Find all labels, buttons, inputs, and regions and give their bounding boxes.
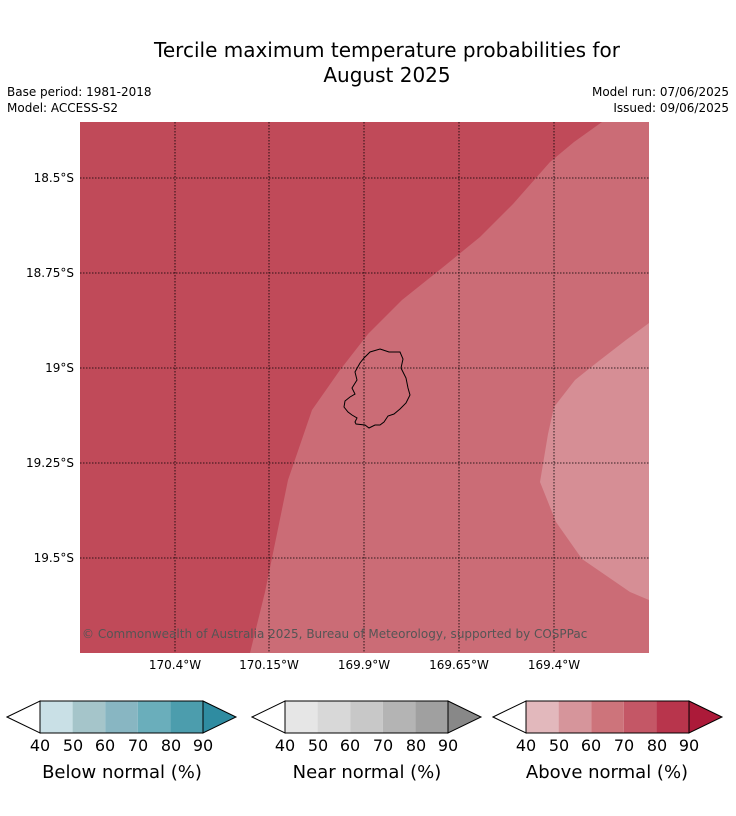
cbar3-bin-80-90: [656, 701, 689, 733]
chart-title: Tercile maximum temperature probabilitie…: [0, 38, 736, 88]
cbar3-high-arrow: [688, 700, 724, 734]
cbar1-tick-90: 90: [192, 736, 214, 755]
near-normal-colorbar: [251, 700, 483, 734]
island-outline: [343, 348, 411, 429]
lat-label-4: 19.25°S: [26, 456, 74, 470]
cbar2-tick-80: 80: [405, 736, 427, 755]
lon-label-4: 169.65°W: [429, 658, 489, 672]
region-50-60: [540, 323, 649, 600]
region-60-70: [250, 122, 649, 653]
issued-text: Issued: 09/06/2025: [613, 101, 729, 115]
cbar2-bin-50-60: [317, 701, 351, 733]
cbar3-bin-40-50: [526, 701, 559, 733]
cbar3-tick-60: 60: [580, 736, 602, 755]
cbar2-bin-40-50: [285, 701, 318, 733]
near-normal-title: Near normal (%): [292, 762, 442, 783]
cbar3-bin-70-80: [623, 701, 657, 733]
cbar1-bin-60-70: [105, 701, 138, 733]
cbar1-tick-70: 70: [127, 736, 149, 755]
cbar2-bin-70-80: [382, 701, 416, 733]
cbar3-tick-70: 70: [613, 736, 635, 755]
cbar1-tick-40: 40: [29, 736, 51, 755]
cbar3-low-arrow: [492, 700, 527, 734]
copyright-text: © Commonwealth of Australia 2025, Bureau…: [82, 627, 587, 641]
cbar2-tick-70: 70: [372, 736, 394, 755]
cbar3-tick-40: 40: [515, 736, 537, 755]
cbar2-bin-80-90: [415, 701, 448, 733]
cbar1-bin-40-50: [40, 701, 73, 733]
cbar3-bin-50-60: [558, 701, 592, 733]
lon-label-2: 170.15°W: [239, 658, 299, 672]
meta-right: Model run: 07/06/2025 Issued: 09/06/2025: [592, 84, 729, 116]
below-normal-colorbar: [6, 700, 238, 734]
above-normal-colorbar: [492, 700, 724, 734]
cbar2-tick-50: 50: [307, 736, 329, 755]
lon-label-5: 169.4°W: [527, 658, 581, 672]
cbar1-bin-80-90: [170, 701, 203, 733]
cbar3-tick-80: 80: [646, 736, 668, 755]
lon-label-1: 170.4°W: [148, 658, 202, 672]
lat-label-2: 18.75°S: [26, 266, 74, 280]
below-normal-title: Below normal (%): [42, 762, 202, 783]
cbar1-tick-80: 80: [160, 736, 182, 755]
cbar2-tick-60: 60: [339, 736, 361, 755]
probability-map: © Commonwealth of Australia 2025, Bureau…: [80, 122, 649, 653]
model-text: Model: ACCESS-S2: [7, 101, 119, 115]
cbar1-high-arrow: [202, 700, 238, 734]
cbar2-tick-40: 40: [274, 736, 296, 755]
lat-label-5: 19.5°S: [33, 551, 74, 565]
cbar2-high-arrow: [447, 700, 483, 734]
cbar2-tick-90: 90: [437, 736, 459, 755]
cbar3-tick-50: 50: [548, 736, 570, 755]
cbar2-bin-60-70: [350, 701, 383, 733]
base-period-text: Base period: 1981-2018: [7, 85, 152, 99]
title-line-1: Tercile maximum temperature probabilitie…: [154, 38, 620, 62]
cbar1-tick-50: 50: [62, 736, 84, 755]
cbar3-tick-90: 90: [678, 736, 700, 755]
lat-label-1: 18.5°S: [33, 171, 74, 185]
lon-label-3: 169.9°W: [337, 658, 391, 672]
cbar2-low-arrow: [251, 700, 286, 734]
model-run-text: Model run: 07/06/2025: [591, 85, 729, 99]
above-normal-title: Above normal (%): [525, 762, 689, 783]
cbar1-low-arrow: [6, 700, 41, 734]
meta-left: Base period: 1981-2018 Model: ACCESS-S2: [7, 84, 152, 116]
lat-label-3: 19°S: [45, 361, 74, 375]
cbar1-tick-60: 60: [94, 736, 116, 755]
cbar1-bin-50-60: [72, 701, 106, 733]
title-line-2: August 2025: [323, 63, 451, 87]
cbar3-bin-60-70: [591, 701, 624, 733]
gridlines: [80, 122, 649, 653]
cbar1-bin-70-80: [137, 701, 171, 733]
